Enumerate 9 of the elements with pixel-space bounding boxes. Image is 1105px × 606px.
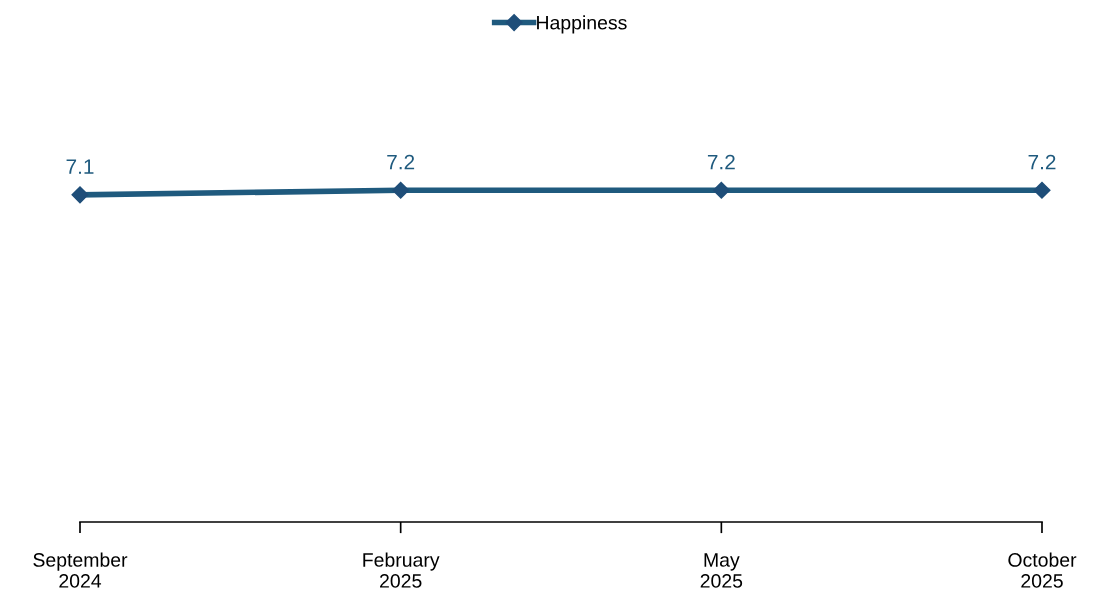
data-label: 7.2 [387,154,415,170]
x-tick-label: February 2025 [363,552,440,588]
data-label: 7.2 [1028,154,1056,170]
x-tick-label: October 2025 [1008,552,1077,588]
data-label: 7.1 [66,159,94,174]
data-label: 7.2 [707,154,735,170]
legend-label: Happiness [537,15,627,34]
x-tick-label: September 2024 [33,552,128,588]
x-tick-label: May 2025 [700,553,743,588]
